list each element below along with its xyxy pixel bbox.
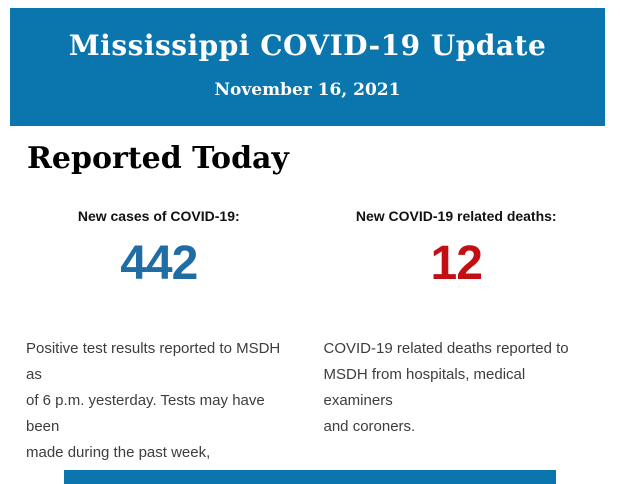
page-title: Mississippi COVID-19 Update — [68, 29, 547, 62]
section-heading: Reported Today — [27, 141, 289, 176]
stat-deaths-description: COVID-19 related deaths reported to MSDH… — [323, 340, 569, 435]
header-band: Mississippi COVID-19 Update November 16,… — [10, 8, 605, 126]
stats-columns: New cases of COVID-19: 442 Positive test… — [10, 207, 605, 466]
stat-deaths-label: New COVID-19 related deaths: — [355, 208, 557, 224]
stat-cases-value: 442 — [120, 237, 198, 290]
stat-deaths-value: 12 — [430, 237, 483, 290]
stat-cases-description: Positive test results reported to MSDH a… — [26, 340, 281, 461]
stat-deaths-cell: New COVID-19 related deaths: 12 COVID-19… — [308, 207, 606, 466]
page-date: November 16, 2021 — [214, 80, 401, 100]
stat-cases-cell: New cases of COVID-19: 442 Positive test… — [10, 207, 308, 466]
stat-cases-label: New cases of COVID-19: — [77, 208, 240, 224]
footer-bar — [64, 470, 556, 484]
